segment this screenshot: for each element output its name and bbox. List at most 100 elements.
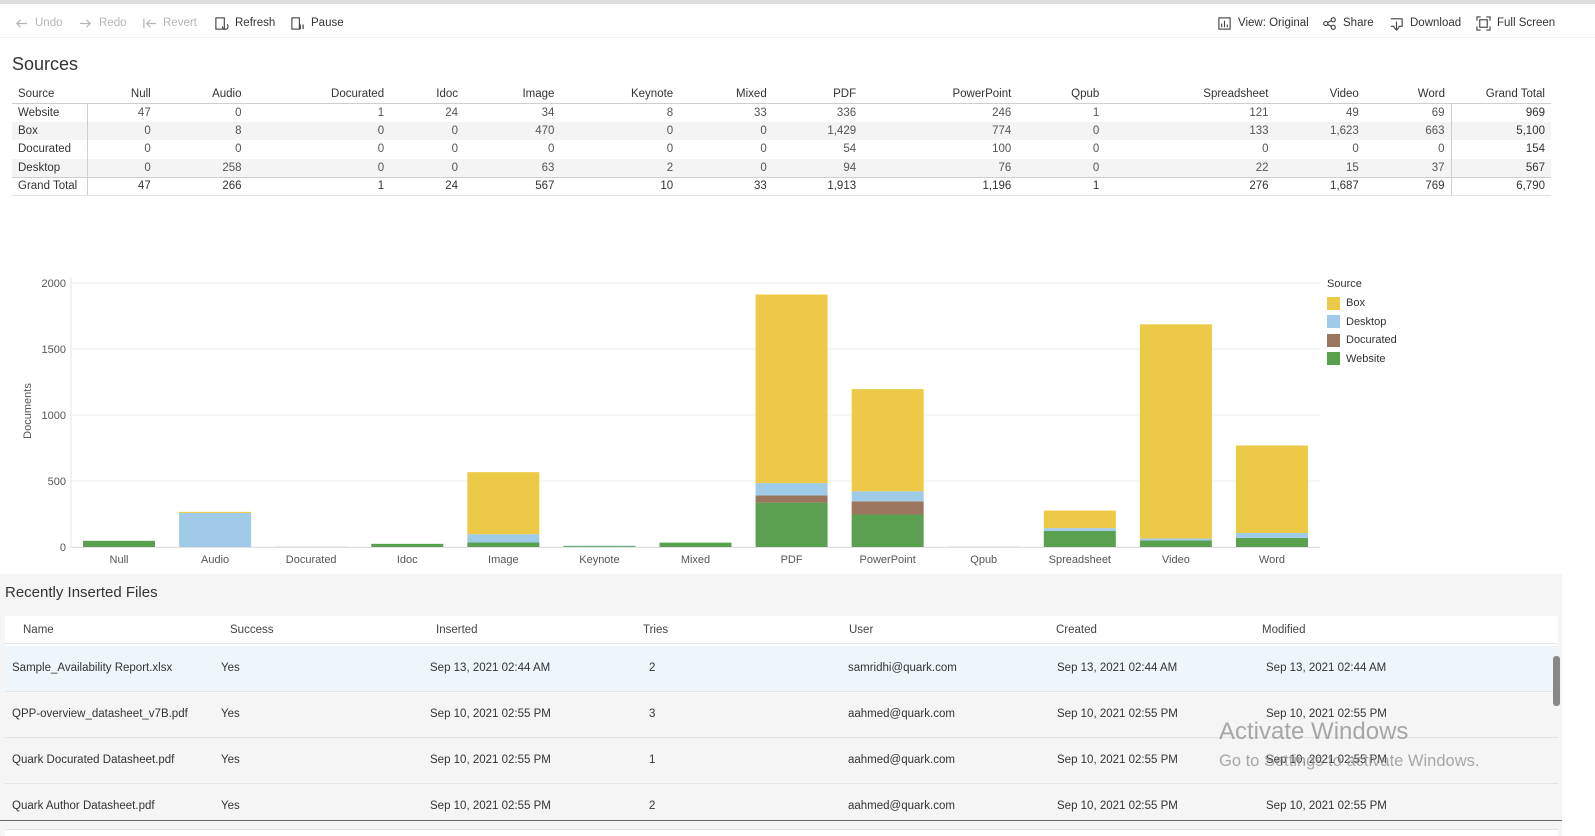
table-row[interactable]: Sample_Availability Report.xlsx Yes Sep 13… (5, 646, 1558, 692)
x-tick-label: Image (488, 554, 519, 566)
y-tick-label: 2000 (42, 278, 66, 290)
column-header-tries[interactable]: Tries (643, 624, 669, 636)
refresh-label: Refresh (235, 17, 276, 29)
legend-item-website[interactable]: Website (1327, 350, 1397, 369)
recent-files-scrollbar[interactable] (1553, 656, 1560, 706)
crosstab-cell: 470 (464, 121, 561, 140)
bar-segment-website-pdf (755, 502, 828, 547)
crosstab-column-header: Idoc (390, 85, 465, 104)
legend-title: Source (1327, 278, 1362, 290)
table-row[interactable]: QPP-overview_datasheet_v7B.pdf Yes Sep 10,… (5, 692, 1558, 738)
bar-segment-box-spreadsheet (1043, 510, 1116, 529)
undo-button[interactable]: Undo (14, 14, 63, 32)
crosstab-column-header: Null (87, 85, 157, 104)
column-header-user[interactable]: User (849, 624, 874, 636)
crosstab-cell: 1,196 (862, 176, 1018, 196)
crosstab-cell: 1 (247, 176, 391, 196)
crosstab-cell: 0 (1352, 143, 1359, 156)
crosstab-cell: 0 (548, 143, 555, 156)
crosstab-cell: 1,623 (1274, 121, 1365, 140)
pause-button[interactable]: Pause (290, 14, 344, 32)
crosstab-cell: 1 (1017, 176, 1106, 196)
share-button[interactable]: Share (1322, 14, 1374, 32)
crosstab-cell: 121 (1249, 106, 1269, 119)
crosstab-cell: 133 (1105, 121, 1275, 140)
sources-crosstab: Source Null Audio Docurated Idoc Image K… (12, 85, 1551, 196)
crosstab-cell: 0 (560, 121, 680, 140)
crosstab-column-header: Word (1364, 85, 1451, 104)
modified-date: Sep 10, 2021 02:55 PM (1266, 754, 1387, 766)
crosstab-cell: 34 (541, 106, 555, 119)
crosstab-cell: 0 (390, 121, 465, 140)
y-tick-label: 1500 (42, 344, 66, 356)
success-value: Yes (221, 708, 240, 720)
x-tick-label: Docurated (286, 554, 337, 566)
bar-segment-box-audio (179, 511, 252, 513)
crosstab-cell: 0 (377, 143, 385, 156)
inserted-date: Sep 13, 2021 02:44 AM (430, 662, 551, 674)
view-label: View: Original (1238, 17, 1309, 29)
refresh-button[interactable]: Refresh (214, 14, 275, 32)
crosstab-cell: 100 (992, 143, 1012, 156)
crosstab-grand-total-cell: 969 (1450, 103, 1551, 122)
legend-item-docurated[interactable]: Docurated (1327, 331, 1397, 350)
column-header-name[interactable]: Name (23, 624, 54, 636)
crosstab-column-header: Audio (156, 85, 248, 104)
x-tick-label: Spreadsheet (1049, 554, 1111, 566)
crosstab-grand-total-cell: 154 (1450, 140, 1551, 159)
created-date: Sep 13, 2021 02:44 AM (1057, 662, 1178, 674)
y-tick-label: 1000 (42, 410, 66, 422)
refresh-icon (215, 16, 229, 30)
file-name: Quark Docurated Datasheet.pdf (12, 754, 175, 766)
column-header-created[interactable]: Created (1056, 624, 1097, 636)
crosstab-cell: 0 (235, 106, 242, 119)
tries-count: 2 (649, 662, 656, 674)
crosstab-grand-total-cell: 5,100 (1450, 121, 1551, 140)
legend-item-desktop[interactable]: Desktop (1327, 313, 1397, 332)
full-screen-label: Full Screen (1497, 17, 1556, 29)
crosstab-cell: 54 (843, 143, 857, 156)
column-header-inserted[interactable]: Inserted (436, 624, 478, 636)
bar-segment-desktop-pdf (755, 483, 828, 496)
bar-segment-docurated-powerpoint (851, 501, 924, 515)
modified-date: Sep 10, 2021 02:55 PM (1266, 708, 1387, 720)
share-label: Share (1343, 17, 1374, 29)
crosstab-cell: 37 (1364, 158, 1451, 177)
bar-segment-desktop-powerpoint (851, 491, 924, 502)
full-screen-button[interactable]: Full Screen (1476, 14, 1555, 32)
user-email: aahmed@quark.com (848, 800, 955, 812)
crosstab-cell: 24 (445, 106, 459, 119)
bar-segment-box-video (1139, 324, 1212, 539)
crosstab-row: Grand Total 47 266 1 24 567 10 33 1,913 1,196 1 276… (12, 176, 1551, 196)
created-date: Sep 10, 2021 02:55 PM (1057, 708, 1178, 720)
download-icon (1390, 17, 1403, 31)
table-row[interactable]: Quark Docurated Datasheet.pdf Yes Sep 10, … (5, 738, 1558, 784)
view-original-button[interactable]: View: Original (1217, 14, 1309, 32)
crosstab-cell: 1,429 (772, 121, 863, 140)
column-header-modified[interactable]: Modified (1262, 624, 1306, 636)
revert-button[interactable]: Revert (142, 14, 197, 32)
crosstab-cell: 1 (1092, 106, 1100, 119)
crosstab-cell: 246 (992, 106, 1012, 119)
x-tick-label: Video (1162, 554, 1190, 566)
top-border (0, 0, 1595, 4)
crosstab-row-label: Docurated (12, 140, 88, 159)
inserted-date: Sep 10, 2021 02:55 PM (430, 708, 551, 720)
bar-segment-website-image (467, 542, 540, 547)
bar-segment-docurated-pdf (755, 495, 828, 503)
download-button[interactable]: Download (1389, 14, 1461, 32)
y-axis-title: Documents (22, 383, 34, 439)
table-row[interactable]: Quark Author Datasheet.pdf Yes Sep 10, 202… (5, 784, 1558, 830)
crosstab-column-header: Spreadsheet (1105, 85, 1275, 104)
file-name: Sample_Availability Report.xlsx (12, 662, 173, 674)
legend-label: Box (1346, 297, 1365, 310)
recent-files-header: Name Success Inserted Tries User Created… (5, 616, 1558, 644)
bar-segment-box-word (1235, 445, 1308, 534)
pause-icon (291, 16, 304, 30)
redo-button[interactable]: Redo (78, 14, 127, 32)
crosstab-cell: 1 (377, 106, 385, 119)
crosstab-cell: 258 (156, 158, 248, 177)
created-date: Sep 10, 2021 02:55 PM (1057, 800, 1178, 812)
legend-item-box[interactable]: Box (1327, 294, 1397, 313)
column-header-success[interactable]: Success (230, 624, 274, 636)
